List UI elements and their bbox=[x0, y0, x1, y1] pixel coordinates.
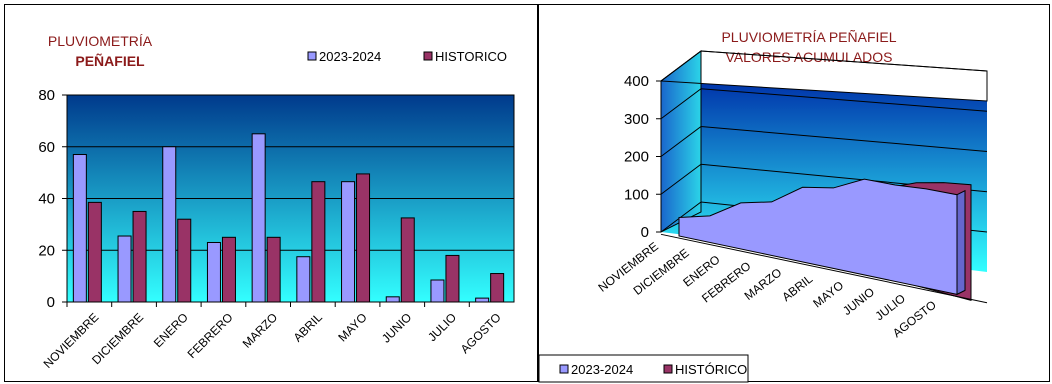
x-tick-label: JULIO bbox=[425, 310, 459, 344]
bar-historico-enero bbox=[177, 218, 192, 303]
bar-historico-diciembre bbox=[132, 210, 147, 303]
area-chart: PLUVIOMETRÍA PEÑAFIEL VALORES ACUMULADOS… bbox=[538, 29, 988, 383]
legend-swatch-2023-2024 bbox=[559, 364, 569, 374]
y-tick-label: 400 bbox=[624, 73, 649, 90]
bar-historico-abril bbox=[311, 181, 326, 303]
y-tick-label: 300 bbox=[624, 111, 649, 128]
bar-2023-2024-enero bbox=[162, 146, 177, 303]
legend-swatch-historico bbox=[423, 51, 433, 61]
y-tick-label: 100 bbox=[624, 186, 649, 203]
gridline bbox=[660, 125, 988, 157]
bar-2023-2024-noviembre bbox=[72, 154, 87, 303]
legend-swatch-historico bbox=[663, 364, 673, 374]
bar-2023-2024-junio bbox=[385, 296, 400, 303]
bar-historico-febrero bbox=[221, 236, 236, 303]
bar-2023-2024-marzo bbox=[251, 133, 266, 303]
y-tick-label: 200 bbox=[624, 149, 649, 166]
area-chart-title-line1: PLUVIOMETRÍA PEÑAFIEL bbox=[721, 29, 896, 45]
x-tick-label: MAYO bbox=[335, 310, 369, 344]
bar-2023-2024-julio bbox=[430, 279, 445, 303]
bar-historico-agosto bbox=[490, 273, 505, 303]
x-tick-label: AGOSTO bbox=[458, 310, 504, 356]
x-tick-label: FEBRERO bbox=[185, 310, 236, 361]
y-tick-label: 0 bbox=[47, 294, 55, 311]
y-tick-label: 60 bbox=[38, 139, 55, 156]
legend-label-historico: HISTORICO bbox=[435, 49, 507, 64]
gridline bbox=[660, 50, 988, 82]
bar-2023-2024-mayo bbox=[341, 181, 356, 303]
bar-chart-legend: 2023-2024 HISTORICO bbox=[307, 49, 507, 64]
y-tick-label: 20 bbox=[38, 242, 55, 259]
y-tick-label: 80 bbox=[38, 87, 55, 104]
y-tick-label: 40 bbox=[38, 191, 55, 208]
y-tick-label: 0 bbox=[641, 224, 649, 241]
x-tick-label: ENERO bbox=[151, 310, 191, 350]
bar-historico-junio bbox=[400, 217, 415, 303]
bar-historico-julio bbox=[445, 254, 460, 303]
x-tick-label: JUNIO bbox=[840, 285, 877, 318]
gridline bbox=[660, 163, 988, 195]
legend-swatch-2023-2024 bbox=[307, 51, 317, 61]
bar-chart: PLUVIOMETRÍA PEÑAFIEL 2023-2024 HISTORIC… bbox=[38, 33, 515, 371]
legend-label-2023-2024: 2023-2024 bbox=[571, 362, 633, 377]
bar-historico-noviembre bbox=[87, 201, 102, 303]
bar-chart-title-line2: PEÑAFIEL bbox=[75, 52, 145, 69]
bar-2023-2024-abril bbox=[296, 256, 311, 303]
area-chart-legend: 2023-2024 HISTÓRICO bbox=[538, 354, 749, 383]
area-legend-box bbox=[538, 354, 749, 383]
bar-2023-2024-febrero bbox=[206, 241, 221, 303]
x-tick-label: MARZO bbox=[240, 310, 281, 351]
bar-historico-marzo bbox=[266, 236, 281, 303]
bar-chart-title-line1: PLUVIOMETRÍA bbox=[48, 33, 153, 49]
area-chart-panel: PLUVIOMETRÍA PEÑAFIEL VALORES ACUMULADOS… bbox=[538, 4, 1050, 383]
legend-label-2023-2024: 2023-2024 bbox=[319, 49, 381, 64]
x-axis bbox=[660, 233, 988, 304]
x-tick-label: JUNIO bbox=[379, 310, 414, 345]
x-tick-label: ABRIL bbox=[291, 310, 326, 345]
bar-chart-panel: PLUVIOMETRÍA PEÑAFIEL 2023-2024 HISTORIC… bbox=[4, 4, 538, 382]
gridline bbox=[660, 88, 988, 120]
legend-label-historico: HISTÓRICO bbox=[675, 362, 747, 377]
area-side-2023-2024 bbox=[956, 189, 966, 296]
bar-2023-2024-diciembre bbox=[117, 235, 132, 303]
bar-2023-2024-agosto bbox=[475, 297, 490, 303]
bar-historico-mayo bbox=[356, 173, 371, 303]
